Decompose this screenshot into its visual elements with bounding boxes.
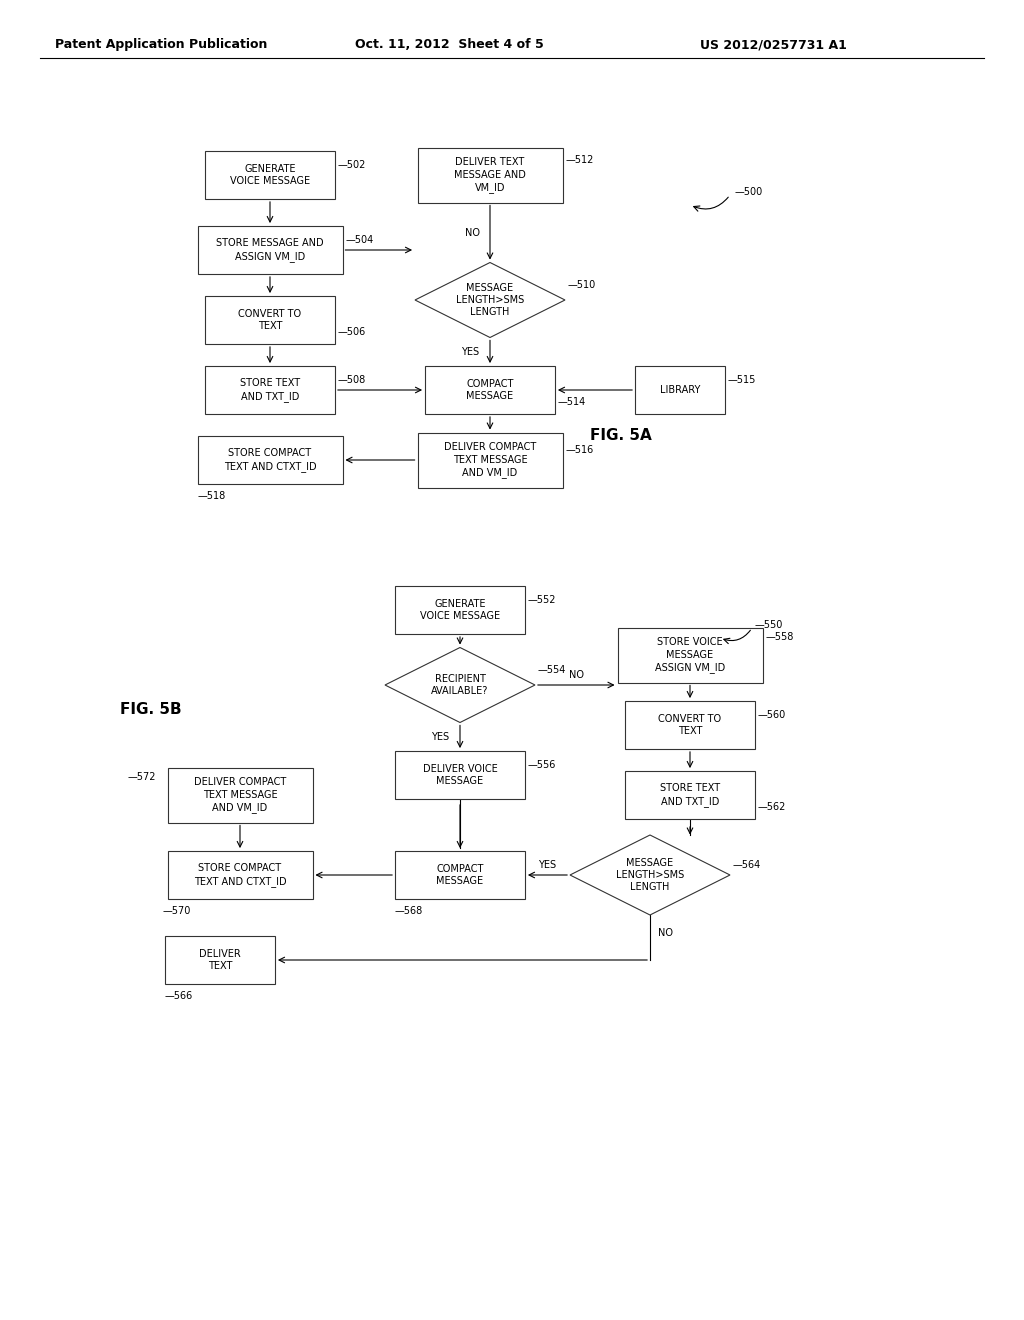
Text: RECIPIENT
AVAILABLE?: RECIPIENT AVAILABLE? — [431, 673, 488, 696]
Bar — [617, 627, 763, 682]
Text: —554: —554 — [538, 665, 566, 675]
Bar — [198, 226, 342, 275]
Bar — [168, 767, 312, 822]
Text: —516: —516 — [565, 445, 594, 455]
Text: NO: NO — [568, 671, 584, 680]
Text: —502: —502 — [338, 160, 367, 170]
Text: —514: —514 — [558, 397, 587, 407]
Text: YES: YES — [461, 347, 479, 356]
Text: STORE COMPACT
TEXT AND CTXT_ID: STORE COMPACT TEXT AND CTXT_ID — [223, 449, 316, 471]
Text: NO: NO — [658, 928, 673, 939]
Text: COMPACT
MESSAGE: COMPACT MESSAGE — [436, 863, 483, 886]
Text: —568: —568 — [395, 906, 423, 916]
Bar — [418, 433, 562, 487]
Bar — [205, 296, 335, 345]
Text: DELIVER
TEXT: DELIVER TEXT — [199, 949, 241, 972]
Text: COMPACT
MESSAGE: COMPACT MESSAGE — [466, 379, 514, 401]
Text: STORE TEXT
AND TXT_ID: STORE TEXT AND TXT_ID — [659, 783, 720, 807]
Bar — [625, 701, 755, 748]
Text: —518: —518 — [198, 491, 225, 502]
Text: FIG. 5B: FIG. 5B — [120, 702, 181, 718]
Text: —506: —506 — [338, 327, 367, 337]
Text: —508: —508 — [338, 375, 367, 385]
Text: —572: —572 — [128, 772, 156, 781]
Bar — [395, 851, 525, 899]
Text: —564: —564 — [733, 861, 761, 870]
Text: YES: YES — [431, 731, 450, 742]
Bar — [205, 150, 335, 199]
Text: YES: YES — [539, 861, 557, 870]
Text: MESSAGE
LENGTH>SMS
LENGTH: MESSAGE LENGTH>SMS LENGTH — [456, 282, 524, 317]
Text: —500: —500 — [735, 187, 763, 197]
Text: —562: —562 — [758, 803, 786, 812]
Bar — [425, 366, 555, 414]
Text: —552: —552 — [528, 595, 556, 605]
Bar — [395, 751, 525, 799]
Polygon shape — [415, 263, 565, 338]
Text: Patent Application Publication: Patent Application Publication — [55, 38, 267, 51]
Polygon shape — [385, 648, 535, 722]
Bar — [395, 586, 525, 634]
Polygon shape — [570, 836, 730, 915]
Text: LIBRARY: LIBRARY — [659, 385, 700, 395]
Bar — [205, 366, 335, 414]
Bar — [635, 366, 725, 414]
Text: STORE TEXT
AND TXT_ID: STORE TEXT AND TXT_ID — [240, 379, 300, 401]
Text: DELIVER VOICE
MESSAGE: DELIVER VOICE MESSAGE — [423, 764, 498, 787]
Bar — [165, 936, 275, 983]
Text: GENERATE
VOICE MESSAGE: GENERATE VOICE MESSAGE — [420, 599, 500, 622]
Text: —515: —515 — [728, 375, 757, 385]
Bar — [418, 148, 562, 202]
Bar — [168, 851, 312, 899]
Text: GENERATE
VOICE MESSAGE: GENERATE VOICE MESSAGE — [230, 164, 310, 186]
Text: —504: —504 — [345, 235, 374, 246]
Text: Oct. 11, 2012  Sheet 4 of 5: Oct. 11, 2012 Sheet 4 of 5 — [355, 38, 544, 51]
Text: DELIVER COMPACT
TEXT MESSAGE
AND VM_ID: DELIVER COMPACT TEXT MESSAGE AND VM_ID — [194, 777, 286, 813]
Text: FIG. 5A: FIG. 5A — [590, 428, 651, 442]
Text: STORE VOICE
MESSAGE
ASSIGN VM_ID: STORE VOICE MESSAGE ASSIGN VM_ID — [655, 638, 725, 673]
Text: —556: —556 — [528, 760, 556, 770]
Text: —558: —558 — [766, 632, 794, 642]
Bar — [198, 436, 342, 484]
Text: —512: —512 — [565, 154, 594, 165]
Text: —510: —510 — [568, 280, 596, 290]
Text: CONVERT TO
TEXT: CONVERT TO TEXT — [239, 309, 301, 331]
Text: MESSAGE
LENGTH>SMS
LENGTH: MESSAGE LENGTH>SMS LENGTH — [615, 858, 684, 892]
Text: —566: —566 — [165, 991, 194, 1001]
Bar — [625, 771, 755, 818]
Text: —560: —560 — [758, 710, 786, 719]
Text: CONVERT TO
TEXT: CONVERT TO TEXT — [658, 714, 722, 737]
Text: STORE COMPACT
TEXT AND CTXT_ID: STORE COMPACT TEXT AND CTXT_ID — [194, 863, 287, 887]
Text: DELIVER COMPACT
TEXT MESSAGE
AND VM_ID: DELIVER COMPACT TEXT MESSAGE AND VM_ID — [443, 442, 537, 478]
Text: NO: NO — [465, 227, 479, 238]
Text: —550: —550 — [755, 620, 783, 630]
Text: US 2012/0257731 A1: US 2012/0257731 A1 — [700, 38, 847, 51]
Text: DELIVER TEXT
MESSAGE AND
VM_ID: DELIVER TEXT MESSAGE AND VM_ID — [454, 157, 526, 193]
Text: STORE MESSAGE AND
ASSIGN VM_ID: STORE MESSAGE AND ASSIGN VM_ID — [216, 239, 324, 261]
Text: —570: —570 — [163, 906, 190, 916]
